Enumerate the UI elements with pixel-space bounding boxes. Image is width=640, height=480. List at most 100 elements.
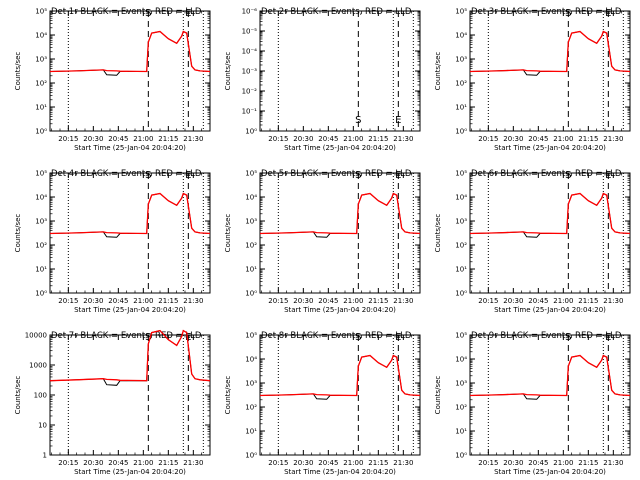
x-tick-label: 20:30 xyxy=(293,459,313,467)
panel-det-9: Det 9r BLACK = Events, RED = LLD10⁰10¹10… xyxy=(434,331,631,476)
y-axis-label: Counts/sec xyxy=(224,52,232,91)
y-tick-label: 10² xyxy=(455,242,467,250)
marker-s: S xyxy=(565,170,571,181)
x-axis-label: Start Time (25-Jan-04 20:04:20) xyxy=(494,144,606,152)
x-tick-label: 21:15 xyxy=(158,297,178,305)
y-axis-label: Counts/sec xyxy=(14,52,22,91)
x-tick-label: 20:45 xyxy=(108,459,128,467)
marker-s: S xyxy=(145,170,151,181)
y-tick-label: 10³ xyxy=(245,218,257,226)
x-tick-label: 20:30 xyxy=(503,459,523,467)
x-tick-label: 21:15 xyxy=(578,459,598,467)
y-tick-label: 10¹ xyxy=(35,104,47,112)
panel-det-4: Det 4r BLACK = Events, RED = LLD10⁰10¹10… xyxy=(14,169,211,314)
y-tick-label: 10¹ xyxy=(245,266,257,274)
y-tick-label: 10² xyxy=(245,404,257,412)
y-tick-label: 10² xyxy=(455,80,467,88)
panel-det-2: Det 2r BLACK = Events, RED = LLD10⁰10⁻¹1… xyxy=(224,7,421,152)
x-tick-label: 21:00 xyxy=(133,459,153,467)
marker-s: S xyxy=(355,170,361,181)
events-line xyxy=(49,192,211,238)
panel-det-8: Det 8r BLACK = Events, RED = LLD10⁰10¹10… xyxy=(224,331,421,476)
x-tick-label: 20:45 xyxy=(108,297,128,305)
x-axis-label: Start Time (25-Jan-04 20:04:20) xyxy=(284,144,396,152)
y-tick-label: 10¹ xyxy=(245,428,257,436)
y-axis-label: Counts/sec xyxy=(434,214,442,253)
lld-line xyxy=(469,354,631,397)
x-tick-label: 20:15 xyxy=(478,297,498,305)
x-axis-label: Start Time (25-Jan-04 20:04:20) xyxy=(284,468,396,476)
marker-e: E xyxy=(185,170,191,181)
y-tick-label: 10¹ xyxy=(35,266,47,274)
x-tick-label: 21:00 xyxy=(343,297,363,305)
y-tick-label: 10⁵ xyxy=(245,332,257,340)
x-tick-label: 20:45 xyxy=(108,135,128,143)
x-tick-label: 20:30 xyxy=(503,297,523,305)
marker-e: E xyxy=(605,170,611,181)
y-tick-label: 10 xyxy=(38,422,47,430)
x-axis-label: Start Time (25-Jan-04 20:04:20) xyxy=(494,468,606,476)
x-axis-label: Start Time (25-Jan-04 20:04:20) xyxy=(74,468,186,476)
x-tick-label: 21:00 xyxy=(133,135,153,143)
events-line xyxy=(469,192,631,238)
y-tick-label: 10⁰ xyxy=(245,290,257,298)
x-tick-label: 20:15 xyxy=(478,135,498,143)
y-tick-label: 10⁰ xyxy=(35,290,47,298)
y-tick-label: 10⁰ xyxy=(35,128,47,136)
x-axis-label: Start Time (25-Jan-04 20:04:20) xyxy=(494,306,606,314)
x-tick-label: 20:30 xyxy=(293,297,313,305)
marker-s: S xyxy=(565,332,571,343)
x-tick-label: 20:45 xyxy=(528,459,548,467)
y-tick-label: 10⁴ xyxy=(245,194,257,202)
y-tick-label: 10¹ xyxy=(455,428,467,436)
y-tick-label: 10² xyxy=(245,242,257,250)
lld-line xyxy=(49,30,211,73)
marker-e: E xyxy=(395,115,401,126)
y-tick-label: 10⁰ xyxy=(455,290,467,298)
x-tick-label: 21:30 xyxy=(603,459,623,467)
y-tick-label: 10⁵ xyxy=(35,170,47,178)
y-tick-label: 10⁵ xyxy=(455,170,467,178)
marker-e: E xyxy=(395,332,401,343)
events-line xyxy=(259,192,421,238)
x-tick-label: 21:30 xyxy=(183,459,203,467)
x-tick-label: 21:00 xyxy=(553,135,573,143)
marker-s: S xyxy=(355,115,361,126)
events-line xyxy=(259,354,421,400)
y-axis-label: Counts/sec xyxy=(224,376,232,415)
lld-line xyxy=(469,30,631,73)
x-tick-label: 20:15 xyxy=(58,297,78,305)
y-tick-label: 10⁰ xyxy=(455,452,467,460)
y-tick-label: 10³ xyxy=(455,380,467,388)
y-tick-label: 10⁴ xyxy=(455,32,467,40)
y-tick-label: 10² xyxy=(455,404,467,412)
y-tick-label: 10³ xyxy=(35,56,47,64)
panel-det-7: Det 7r BLACK = Events, RED = LLD11010010… xyxy=(14,329,211,476)
marker-e: E xyxy=(185,8,191,19)
x-tick-label: 20:30 xyxy=(83,135,103,143)
y-tick-label: 10¹ xyxy=(455,266,467,274)
x-tick-label: 21:15 xyxy=(578,297,598,305)
x-tick-label: 21:15 xyxy=(158,135,178,143)
marker-s: S xyxy=(355,332,361,343)
x-tick-label: 21:15 xyxy=(368,297,388,305)
y-tick-label: 10⁵ xyxy=(455,332,467,340)
x-tick-label: 21:15 xyxy=(158,459,178,467)
y-axis-label: Counts/sec xyxy=(224,214,232,253)
marker-e: E xyxy=(605,332,611,343)
y-tick-label: 100 xyxy=(34,392,47,400)
y-tick-label: 10³ xyxy=(245,380,257,388)
y-tick-label: 10⁻⁵ xyxy=(242,28,258,36)
marker-s: S xyxy=(145,8,151,19)
panel-det-1: Det 1r BLACK = Events, RED = LLD10⁰10¹10… xyxy=(14,7,211,152)
x-tick-label: 20:15 xyxy=(268,297,288,305)
x-tick-label: 21:30 xyxy=(393,297,413,305)
marker-s: S xyxy=(565,8,571,19)
y-tick-label: 10⁰ xyxy=(455,128,467,136)
x-tick-label: 21:00 xyxy=(343,135,363,143)
x-tick-label: 21:15 xyxy=(368,135,388,143)
x-tick-label: 20:30 xyxy=(293,135,313,143)
x-tick-label: 20:15 xyxy=(58,459,78,467)
x-tick-label: 21:15 xyxy=(578,135,598,143)
y-tick-label: 10² xyxy=(35,242,47,250)
